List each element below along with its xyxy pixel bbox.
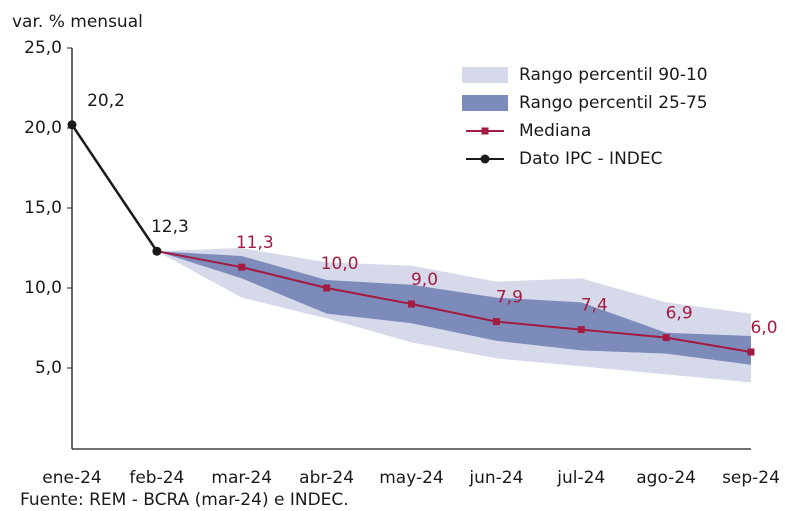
x-tick-label: mar-24 xyxy=(211,468,272,488)
marker xyxy=(492,318,500,326)
data-label: 12,3 xyxy=(151,217,189,237)
y-tick-label: 15,0 xyxy=(24,198,62,218)
x-tick-label: jun-24 xyxy=(468,468,523,488)
legend-label: Rango percentil 90-10 xyxy=(519,65,708,85)
x-tick-label: feb-24 xyxy=(129,468,184,488)
marker xyxy=(408,300,415,308)
legend-label: Rango percentil 25-75 xyxy=(519,93,708,113)
data-label: 20,2 xyxy=(87,91,125,111)
marker xyxy=(747,348,755,356)
legend-label: Mediana xyxy=(519,121,591,141)
legend-swatch xyxy=(462,95,508,111)
data-label: 6,9 xyxy=(666,304,693,324)
x-tick-label: sep-24 xyxy=(722,468,780,488)
y-axis-label: var. % mensual xyxy=(12,12,143,32)
data-label: 6,0 xyxy=(750,318,777,338)
data-label: 7,9 xyxy=(496,288,523,308)
series-line xyxy=(70,124,158,252)
marker xyxy=(662,334,670,342)
x-tick-label: ene-24 xyxy=(42,468,101,488)
y-tick-label: 25,0 xyxy=(24,38,62,58)
marker xyxy=(152,246,162,256)
y-tick-label: 5,0 xyxy=(35,358,62,378)
legend-label: Dato IPC - INDEC xyxy=(519,149,663,169)
series-line xyxy=(156,250,752,353)
marker xyxy=(577,326,585,334)
x-tick-label: ago-24 xyxy=(636,468,696,488)
data-label: 11,3 xyxy=(236,233,274,253)
marker xyxy=(67,120,77,130)
legend-swatch xyxy=(462,67,508,83)
legend-swatch xyxy=(481,127,489,135)
y-tick-label: 20,0 xyxy=(24,118,62,138)
marker xyxy=(323,284,331,292)
legend-swatch xyxy=(480,154,490,164)
data-label: 10,0 xyxy=(321,254,359,274)
data-label: 7,4 xyxy=(581,296,608,316)
band-area xyxy=(156,251,751,365)
marker xyxy=(238,263,246,271)
x-tick-label: may-24 xyxy=(379,468,444,488)
x-tick-label: jul-24 xyxy=(556,468,605,488)
x-tick-label: abr-24 xyxy=(299,468,354,488)
data-label: 9,0 xyxy=(411,270,438,290)
y-tick-label: 10,0 xyxy=(24,278,62,298)
source-note: Fuente: REM - BCRA (mar-24) e INDEC. xyxy=(20,490,349,510)
